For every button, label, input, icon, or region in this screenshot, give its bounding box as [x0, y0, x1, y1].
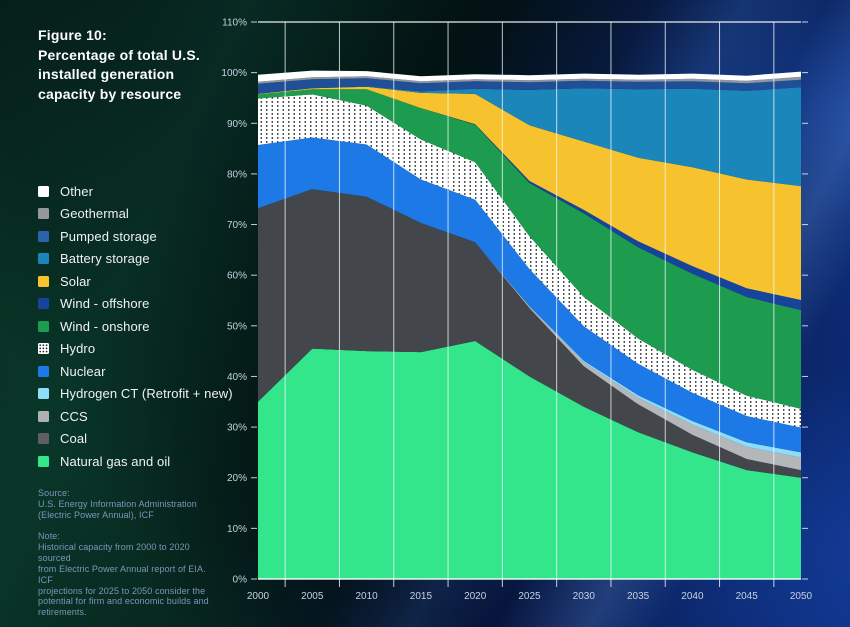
legend-item-battery-storage: Battery storage [38, 248, 233, 271]
legend-item-nuclear: Nuclear [38, 360, 233, 383]
legend-label: Battery storage [60, 251, 150, 267]
y-axis-label: 10% [227, 524, 247, 535]
legend-item-solar: Solar [38, 270, 233, 293]
legend-item-hydro: Hydro [38, 338, 233, 361]
legend-swatch-other [38, 185, 49, 197]
title-line-2: installed generation [38, 66, 175, 82]
legend-label: Wind - offshore [60, 296, 150, 312]
y-axis-label: 80% [227, 169, 247, 180]
note-heading: Note: [38, 531, 61, 541]
legend-label: Solar [60, 273, 91, 289]
legend-swatch-solar [38, 275, 49, 287]
note-line-2: from Electric Power Annual report of EIA… [38, 563, 206, 585]
source-block: Source: U.S. Energy Information Administ… [38, 488, 223, 521]
legend-item-other: Other [38, 180, 233, 203]
source-line-2: (Electric Power Annual), ICF [38, 509, 154, 520]
legend-item-pumped-storage: Pumped storage [38, 225, 233, 248]
x-axis-label: 2040 [681, 591, 704, 602]
legend-label: Other [60, 183, 94, 199]
note-block: Note: Historical capacity from 2000 to 2… [38, 531, 223, 618]
area-geothermal [258, 76, 801, 84]
area-nuclear [258, 137, 801, 453]
legend-swatch-nuclear [38, 365, 49, 377]
legend-swatch-natural-gas-oil [38, 455, 49, 467]
note-line-4: potential for firm and economic builds a… [38, 596, 209, 607]
y-axis-label: 20% [227, 473, 247, 484]
x-axis-label: 2025 [518, 591, 541, 602]
source-line-1: U.S. Energy Information Administration [38, 498, 197, 509]
legend-swatch-wind-offshore [38, 298, 49, 310]
y-axis-label: 60% [227, 271, 247, 282]
legend-label: Geothermal [60, 206, 129, 222]
x-axis-label: 2000 [247, 591, 270, 602]
legend-swatch-battery-storage [38, 253, 49, 265]
legend-item-wind-offshore: Wind - offshore [38, 293, 233, 316]
y-axis-label: 110% [222, 18, 247, 29]
legend-label: Coal [60, 431, 88, 447]
legend-item-coal: Coal [38, 428, 233, 451]
note-line-3: projections for 2025 to 2050 consider th… [38, 585, 206, 596]
x-axis-label: 2020 [464, 591, 487, 602]
y-axis-label: 90% [227, 119, 247, 130]
x-axis-label: 2010 [355, 591, 378, 602]
legend-item-hydrogen-ct: Hydrogen CT (Retrofit + new) [38, 383, 233, 406]
figure-title: Figure 10: Percentage of total U.S. inst… [38, 26, 200, 104]
y-axis: 0% 10% 20% 30% 40% 50% 60% 70% 80% 90% 100% 110% [221, 18, 808, 586]
legend-swatch-hydrogen-ct [38, 388, 49, 400]
legend-swatch-ccs [38, 410, 49, 422]
legend-swatch-geothermal [38, 208, 49, 220]
legend-label: Natural gas and oil [60, 453, 171, 469]
legend-swatch-wind-onshore [38, 320, 49, 332]
legend-label: Hydro [60, 341, 96, 357]
y-axis-label: 50% [227, 321, 247, 332]
source-heading: Source: [38, 488, 70, 498]
legend-item-geothermal: Geothermal [38, 203, 233, 226]
chart-legend: Other Geothermal Pumped storage Battery sto… [38, 180, 233, 473]
y-axis-label: 30% [227, 423, 247, 434]
x-axis-label: 2005 [301, 591, 324, 602]
x-axis-label: 2030 [573, 591, 596, 602]
y-axis-label: 70% [227, 220, 247, 231]
legend-swatch-hydro [38, 343, 49, 355]
title-line-1: Percentage of total U.S. [38, 46, 200, 63]
area-hydro [258, 94, 801, 428]
note-line-1: Historical capacity from 2000 to 2020 so… [38, 541, 190, 563]
legend-item-wind-onshore: Wind - onshore [38, 315, 233, 338]
legend-label: CCS [60, 408, 88, 424]
legend-label: Pumped storage [60, 228, 157, 244]
legend-item-natural-gas-oil: Natural gas and oil [38, 450, 233, 473]
legend-item-ccs: CCS [38, 405, 233, 428]
figure-label: Figure 10: [38, 27, 107, 43]
x-axis-label: 2045 [736, 591, 759, 602]
y-axis-label: 0% [233, 575, 248, 586]
y-axis-label: 100% [221, 68, 247, 79]
y-axis-label: 40% [227, 372, 247, 383]
legend-label: Wind - onshore [60, 318, 150, 334]
legend-label: Hydrogen CT (Retrofit + new) [60, 386, 233, 402]
title-line-3: capacity by resource [38, 85, 182, 102]
x-axis: 2000 2005 2010 2015 2020 2025 2030 2035 2040 2045… [247, 591, 813, 602]
legend-swatch-coal [38, 433, 49, 445]
x-axis-label: 2050 [790, 591, 813, 602]
x-axis-label: 2035 [627, 591, 650, 602]
x-axis-label: 2015 [410, 591, 433, 602]
legend-label: Nuclear [60, 363, 106, 379]
legend-swatch-pumped-storage [38, 230, 49, 242]
note-line-5: retirements. [38, 607, 87, 618]
